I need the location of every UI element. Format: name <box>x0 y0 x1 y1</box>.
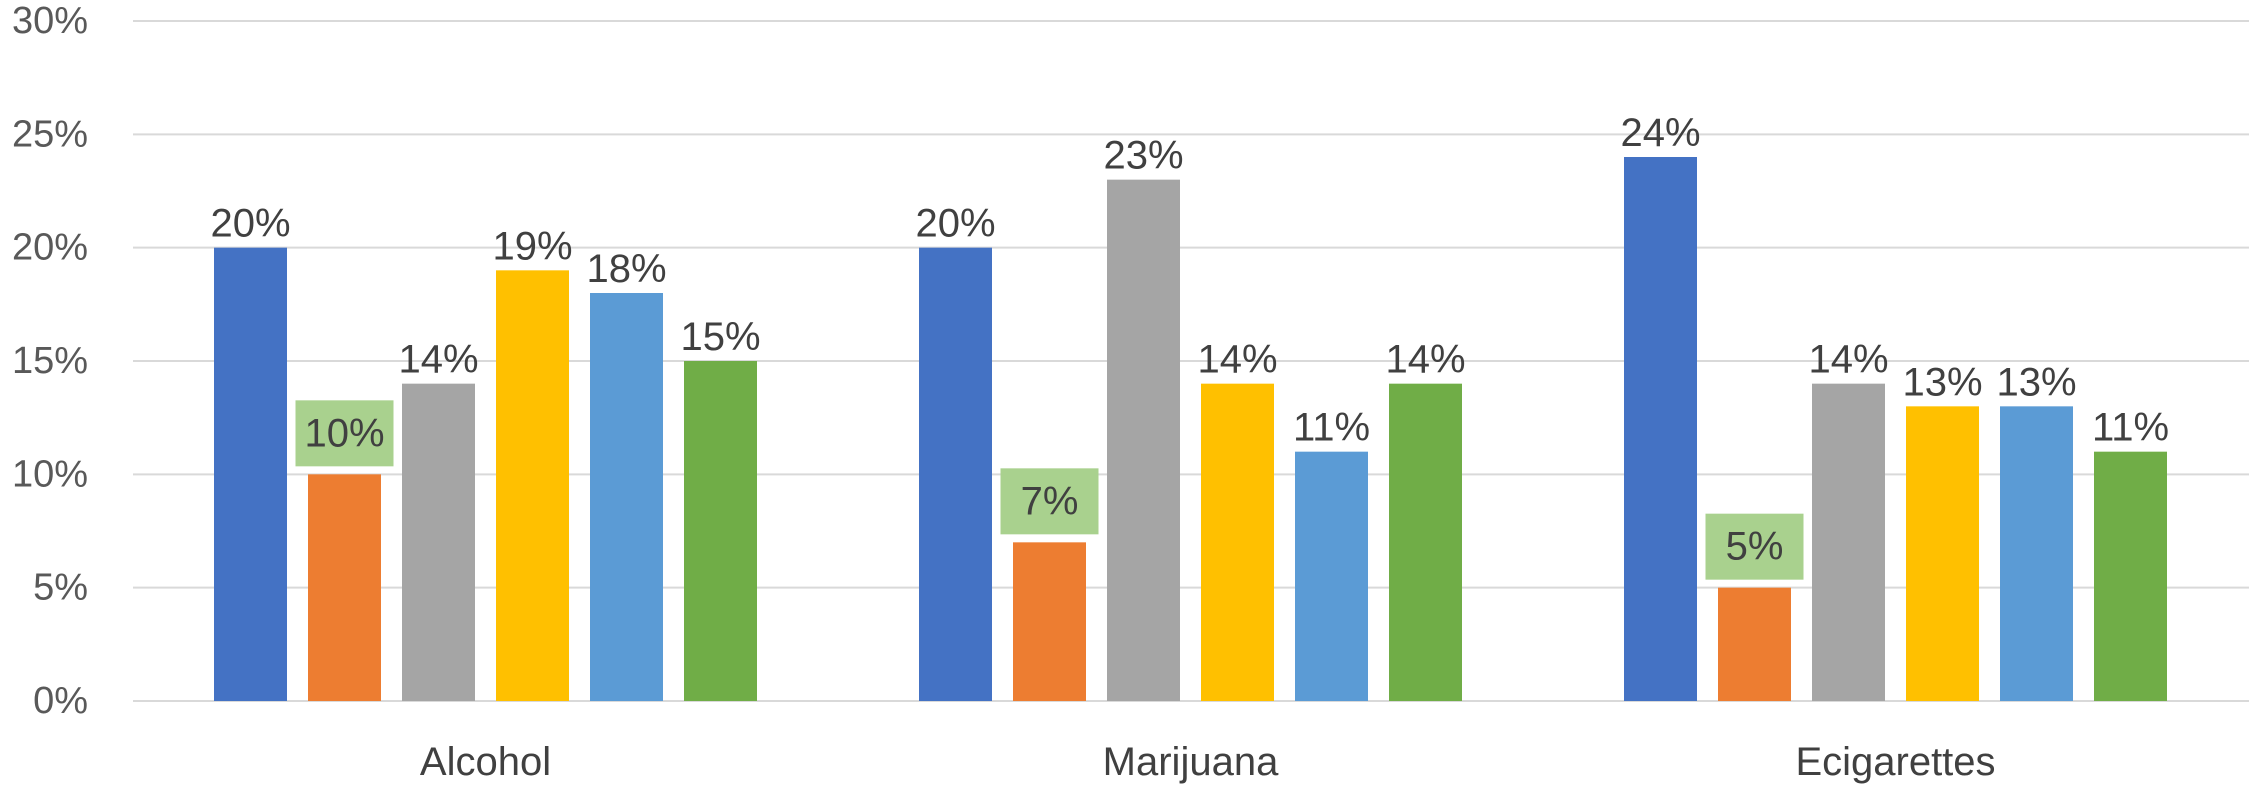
y-tick-label: 25% <box>12 113 88 155</box>
data-label: 20% <box>915 202 995 246</box>
bar <box>214 247 287 701</box>
x-category-label: Marijuana <box>1103 740 1279 784</box>
x-category-label: Ecigarettes <box>1795 740 1995 784</box>
data-label: 14% <box>1197 338 1277 382</box>
data-label: 13% <box>1996 360 2076 404</box>
data-label: 15% <box>680 315 760 359</box>
gridlines <box>133 20 2249 702</box>
bar <box>496 270 569 701</box>
data-label: 10% <box>304 411 384 455</box>
y-tick-label: 5% <box>33 567 88 609</box>
bar <box>684 361 757 701</box>
bar <box>2000 406 2073 701</box>
bar <box>590 293 663 701</box>
bar <box>308 474 381 701</box>
data-label: 7% <box>1021 479 1079 523</box>
bar <box>402 383 475 701</box>
x-axis: Alcohol Marijuana Ecigarettes <box>420 740 1996 784</box>
data-label: 23% <box>1103 134 1183 178</box>
bar <box>2094 451 2167 701</box>
data-label: 18% <box>586 247 666 291</box>
data-label: 13% <box>1902 360 1982 404</box>
data-labels: 20% 10% 14% 19% 18% 15% 20% 7% 23% 14% 11% 14% 24% 5%… <box>210 111 2169 580</box>
data-label-highlight <box>1705 513 1804 580</box>
bar <box>1107 179 1180 701</box>
bar <box>1718 587 1791 701</box>
data-label: 11% <box>2092 406 2169 450</box>
y-axis: 0% 5% 10% 15% 20% 25% 30% <box>12 0 88 722</box>
bar <box>1013 542 1086 701</box>
bar <box>1201 383 1274 701</box>
data-label: 11% <box>1293 406 1370 450</box>
bar <box>1389 383 1462 701</box>
bar <box>919 247 992 701</box>
bar <box>1812 383 1885 701</box>
data-label: 5% <box>1726 525 1784 569</box>
bar <box>1906 406 1979 701</box>
bar <box>1624 157 1697 701</box>
data-label-highlight <box>295 400 394 467</box>
data-label: 19% <box>492 224 572 268</box>
data-label: 14% <box>398 338 478 382</box>
data-label: 14% <box>1385 338 1465 382</box>
bars <box>214 157 2167 701</box>
bar <box>1295 451 1368 701</box>
y-tick-label: 10% <box>12 453 88 495</box>
y-tick-label: 30% <box>12 0 88 42</box>
data-label: 14% <box>1808 338 1888 382</box>
data-label: 20% <box>210 202 290 246</box>
x-category-label: Alcohol <box>420 740 551 784</box>
y-tick-label: 15% <box>12 340 88 382</box>
data-label: 24% <box>1620 111 1700 155</box>
y-tick-label: 0% <box>33 680 88 722</box>
y-tick-label: 20% <box>12 227 88 269</box>
data-label-highlight <box>1000 468 1099 535</box>
